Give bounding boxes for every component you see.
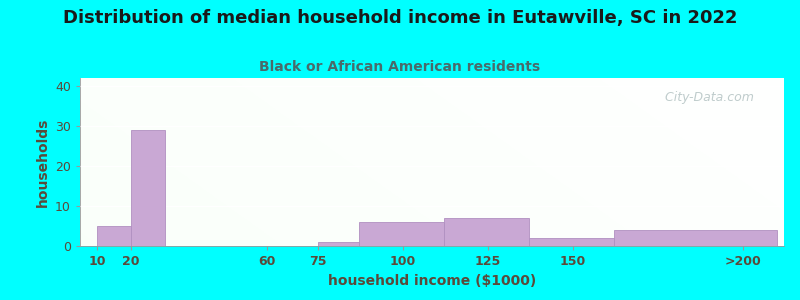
Bar <box>529 238 614 246</box>
Bar <box>444 218 529 246</box>
Bar <box>97 226 131 246</box>
Bar <box>131 130 165 246</box>
Text: Distribution of median household income in Eutawville, SC in 2022: Distribution of median household income … <box>62 9 738 27</box>
Y-axis label: households: households <box>35 117 50 207</box>
Text: Black or African American residents: Black or African American residents <box>259 60 541 74</box>
Bar <box>318 242 359 246</box>
Bar <box>359 222 444 246</box>
Text: City-Data.com: City-Data.com <box>658 92 754 104</box>
X-axis label: household income ($1000): household income ($1000) <box>328 274 536 288</box>
Bar <box>614 230 777 246</box>
